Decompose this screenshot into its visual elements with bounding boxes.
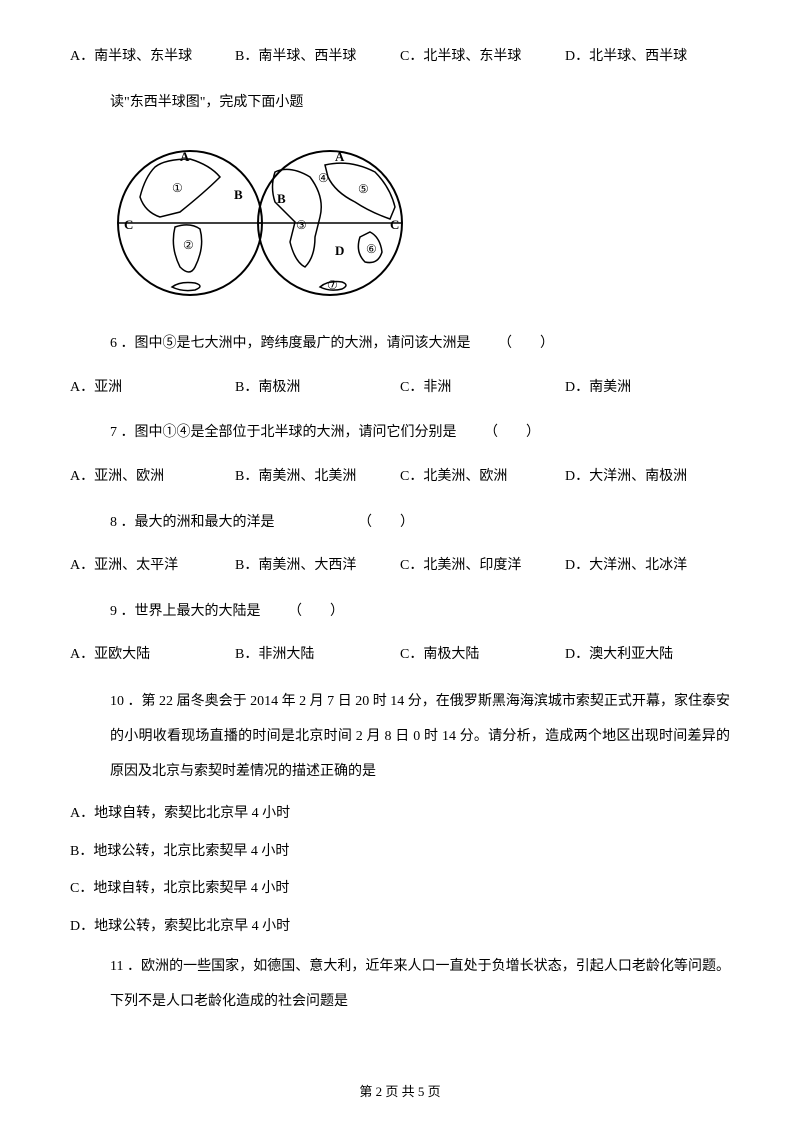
map-label-2: ② bbox=[183, 238, 194, 252]
hemisphere-map: A A B B C C D ① ② ③ ④ ⑤ ⑥ ⑦ bbox=[70, 137, 730, 309]
q8-option-c: C．北美洲、印度洋 bbox=[400, 549, 565, 583]
q9-option-c: C．南极大陆 bbox=[400, 638, 565, 672]
q9-paren: （ ） bbox=[288, 604, 344, 619]
q9-stem: 9 ．世界上最大的大陆是 bbox=[110, 604, 261, 619]
q9-text: 9 ．世界上最大的大陆是 （ ） bbox=[70, 595, 730, 629]
q10-text: 10 ．第 22 届冬奥会于 2014 年 2 月 7 日 20 时 14 分，… bbox=[70, 684, 730, 789]
q6-paren: （ ） bbox=[498, 336, 554, 351]
map-label-3: ③ bbox=[296, 218, 307, 232]
page-footer: 第 2 页 共 5 页 bbox=[0, 1076, 800, 1107]
q7-stem: 7 ．图中①④是全部位于北半球的大洲，请问它们分别是 bbox=[110, 425, 457, 440]
q6-option-c: C．非洲 bbox=[400, 371, 565, 405]
q9-option-a: A．亚欧大陆 bbox=[70, 638, 235, 672]
q8-option-b: B．南美洲、大西洋 bbox=[235, 549, 400, 583]
map-label-5: ⑤ bbox=[358, 182, 369, 196]
q10-option-c: C．地球自转，北京比索契早 4 小时 bbox=[70, 872, 730, 906]
option-a: A．南半球、东半球 bbox=[70, 40, 235, 74]
q8-options: A．亚洲、太平洋 B．南美洲、大西洋 C．北美洲、印度洋 D．大洋洲、北冰洋 bbox=[70, 549, 730, 583]
q6-options: A．亚洲 B．南极洲 C．非洲 D．南美洲 bbox=[70, 371, 730, 405]
map-label-7: ⑦ bbox=[327, 278, 338, 292]
map-label-4: ④ bbox=[318, 171, 329, 185]
q9-options: A．亚欧大陆 B．非洲大陆 C．南极大陆 D．澳大利亚大陆 bbox=[70, 638, 730, 672]
q6-option-b: B．南极洲 bbox=[235, 371, 400, 405]
map-label-c-right: C bbox=[390, 217, 399, 232]
q9-option-b: B．非洲大陆 bbox=[235, 638, 400, 672]
option-d: D．北半球、西半球 bbox=[565, 40, 730, 74]
q7-option-c: C．北美洲、欧洲 bbox=[400, 460, 565, 494]
q8-text: 8 ．最大的洲和最大的洋是 （ ） bbox=[70, 506, 730, 540]
q7-paren: （ ） bbox=[484, 425, 540, 440]
q6-text: 6 ．图中⑤是七大洲中，跨纬度最广的大洲，请问该大洲是 （ ） bbox=[70, 327, 730, 361]
map-label-c-left: C bbox=[124, 217, 133, 232]
q10-option-d: D．地球公转，索契比北京早 4 小时 bbox=[70, 910, 730, 944]
q10-option-b: B．地球公转，北京比索契早 4 小时 bbox=[70, 835, 730, 869]
q7-option-b: B．南美洲、北美洲 bbox=[235, 460, 400, 494]
map-label-a-left: A bbox=[180, 149, 190, 164]
option-c: C．北半球、东半球 bbox=[400, 40, 565, 74]
map-label-1: ① bbox=[172, 181, 183, 195]
q6-stem: 6 ．图中⑤是七大洲中，跨纬度最广的大洲，请问该大洲是 bbox=[110, 336, 471, 351]
option-b: B．南半球、西半球 bbox=[235, 40, 400, 74]
q10-option-a: A．地球自转，索契比北京早 4 小时 bbox=[70, 797, 730, 831]
map-label-b-right: B bbox=[277, 191, 286, 206]
q7-text: 7 ．图中①④是全部位于北半球的大洲，请问它们分别是 （ ） bbox=[70, 416, 730, 450]
q11-text: 11 ．欧洲的一些国家，如德国、意大利，近年来人口一直处于负增长状态，引起人口老… bbox=[70, 949, 730, 1019]
prev-question-options: A．南半球、东半球 B．南半球、西半球 C．北半球、东半球 D．北半球、西半球 bbox=[70, 40, 730, 74]
q7-options: A．亚洲、欧洲 B．南美洲、北美洲 C．北美洲、欧洲 D．大洋洲、南极洲 bbox=[70, 460, 730, 494]
map-label-a-right: A bbox=[335, 149, 345, 164]
q9-option-d: D．澳大利亚大陆 bbox=[565, 638, 730, 672]
q7-option-a: A．亚洲、欧洲 bbox=[70, 460, 235, 494]
q8-paren: （ ） bbox=[358, 515, 414, 530]
map-instruction: 读"东西半球图"，完成下面小题 bbox=[70, 86, 730, 120]
q8-stem: 8 ．最大的洲和最大的洋是 bbox=[110, 515, 275, 530]
q8-option-d: D．大洋洲、北冰洋 bbox=[565, 549, 730, 583]
q8-option-a: A．亚洲、太平洋 bbox=[70, 549, 235, 583]
map-label-6: ⑥ bbox=[366, 242, 377, 256]
map-label-b-left: B bbox=[234, 187, 243, 202]
map-label-d: D bbox=[335, 243, 344, 258]
q6-option-a: A．亚洲 bbox=[70, 371, 235, 405]
q6-option-d: D．南美洲 bbox=[565, 371, 730, 405]
q7-option-d: D．大洋洲、南极洲 bbox=[565, 460, 730, 494]
